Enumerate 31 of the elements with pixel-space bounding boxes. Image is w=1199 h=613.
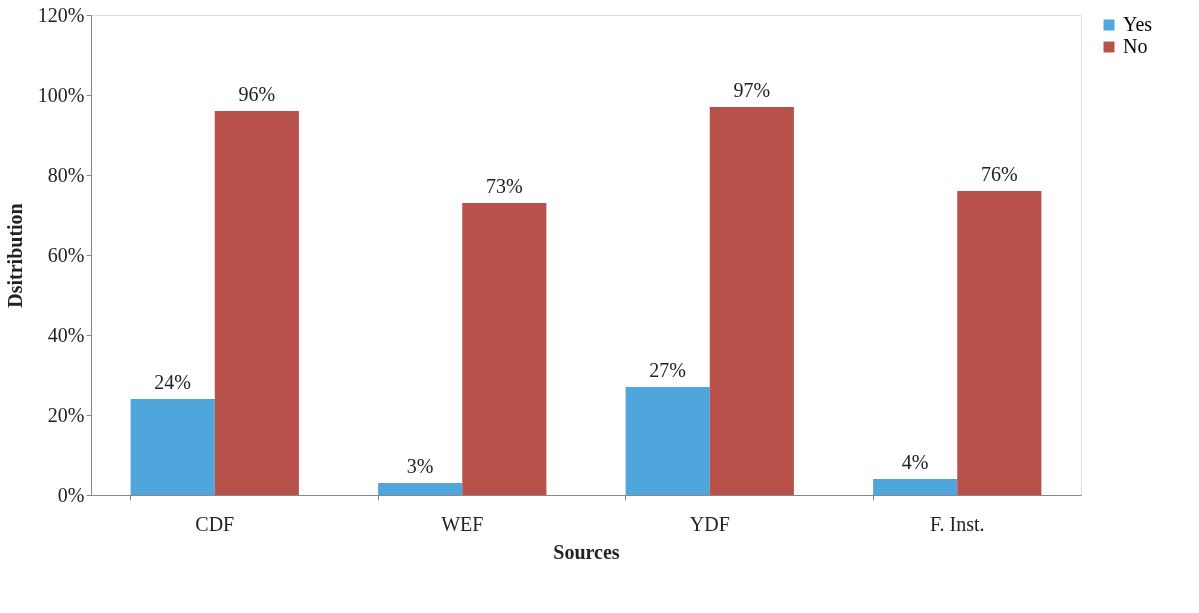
bar [130, 399, 215, 495]
text: 76% [980, 163, 1018, 185]
legend-label: No [1123, 35, 1148, 57]
x-tick-label: YDF [689, 512, 730, 535]
y-tick-label: 60% [47, 243, 85, 266]
x-tick-label: WEF [441, 512, 484, 535]
y-axis-title: Dsitribution [3, 203, 26, 308]
bar [957, 191, 1042, 495]
bar [709, 107, 794, 495]
y-tick-label: 120% [37, 3, 85, 26]
text: 4% [901, 451, 929, 473]
y-tick-label: 40% [47, 323, 85, 346]
x-tick-label: F. Inst. [929, 512, 985, 535]
text: 24% [154, 371, 192, 393]
text: 73% [485, 175, 523, 197]
text: 3% [406, 455, 434, 477]
bar [462, 203, 547, 495]
x-tick-label: CDF [195, 512, 235, 535]
legend-label: Yes [1123, 13, 1153, 35]
bar [873, 479, 958, 495]
text: 27% [649, 359, 687, 381]
y-tick-label: 100% [37, 83, 85, 106]
bar [378, 483, 463, 495]
text: 97% [733, 79, 771, 101]
y-tick-label: 20% [47, 403, 85, 426]
bar [625, 387, 710, 495]
y-tick-label: 0% [57, 483, 85, 506]
text: 96% [238, 83, 276, 105]
bar [214, 111, 299, 495]
y-tick-label: 80% [47, 163, 85, 186]
x-axis-title: Sources [553, 540, 620, 563]
